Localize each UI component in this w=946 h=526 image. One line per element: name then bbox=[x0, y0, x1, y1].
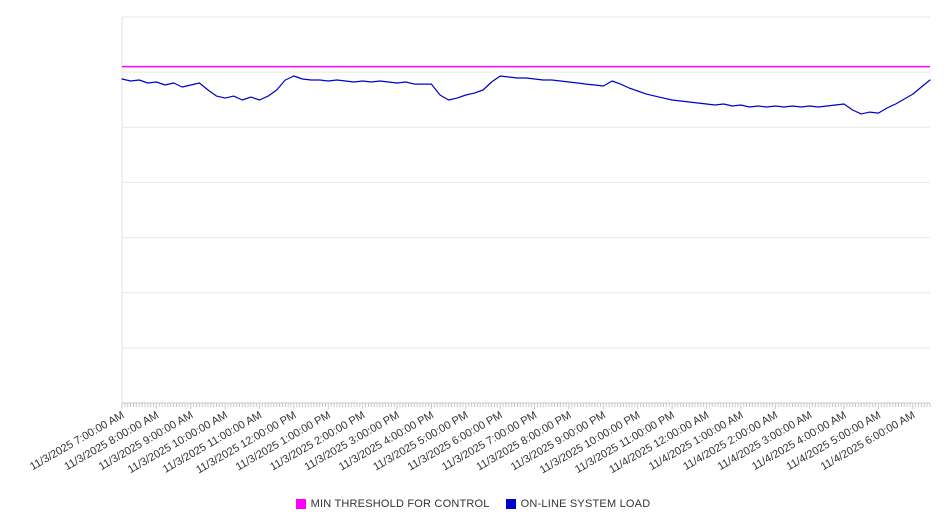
legend-item-system-load: ON-LINE SYSTEM LOAD bbox=[505, 498, 651, 510]
gridlines bbox=[122, 16, 930, 349]
chart-legend: MIN THRESHOLD FOR CONTROL ON-LINE SYSTEM… bbox=[0, 492, 946, 516]
x-axis bbox=[121, 17, 931, 409]
threshold-swatch-icon bbox=[295, 499, 306, 509]
legend-label-threshold: MIN THRESHOLD FOR CONTROL bbox=[310, 498, 490, 510]
system-load-swatch-icon bbox=[505, 499, 516, 509]
legend-label-system-load: ON-LINE SYSTEM LOAD bbox=[520, 498, 651, 510]
legend-item-threshold: MIN THRESHOLD FOR CONTROL bbox=[295, 498, 490, 510]
system-load-line bbox=[121, 75, 931, 115]
